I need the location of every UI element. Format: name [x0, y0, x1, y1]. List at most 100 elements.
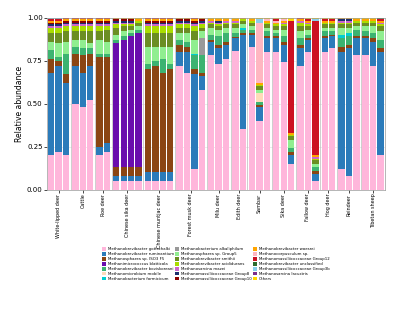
Bar [305, 24, 311, 26]
Bar [145, 19, 151, 21]
Bar [223, 28, 229, 33]
Bar [72, 31, 78, 40]
Bar [160, 26, 166, 33]
Bar [281, 23, 287, 24]
Bar [232, 23, 238, 24]
Bar [346, 22, 352, 24]
Bar [120, 18, 127, 19]
Bar [288, 164, 294, 190]
Bar [87, 19, 94, 21]
Bar [113, 21, 120, 23]
Bar [305, 40, 311, 52]
Bar [288, 21, 294, 133]
Bar [176, 66, 183, 190]
Bar [329, 19, 335, 21]
Bar [273, 33, 280, 36]
Bar [264, 52, 270, 190]
Bar [80, 48, 86, 55]
Bar [56, 18, 62, 19]
Bar [104, 21, 110, 23]
Bar [377, 18, 384, 19]
Bar [281, 62, 287, 190]
Bar [63, 21, 69, 23]
Bar [312, 155, 318, 157]
Bar [216, 64, 222, 190]
Bar [288, 148, 294, 152]
Bar [145, 181, 151, 190]
Bar [353, 26, 360, 30]
Bar [96, 18, 103, 19]
Bar [48, 73, 54, 155]
Bar [184, 21, 190, 23]
Bar [72, 24, 78, 26]
Bar [232, 37, 238, 38]
Bar [312, 159, 318, 160]
Bar [113, 176, 120, 181]
Bar [346, 18, 352, 19]
Bar [176, 52, 183, 66]
Bar [249, 19, 255, 21]
Bar [72, 54, 78, 66]
Bar [191, 74, 198, 169]
Bar [87, 23, 94, 24]
Y-axis label: Relative abundance: Relative abundance [15, 65, 24, 142]
Bar [199, 90, 205, 190]
Bar [305, 30, 311, 35]
Bar [96, 57, 103, 147]
Bar [338, 52, 345, 169]
Bar [56, 24, 62, 26]
Bar [72, 40, 78, 47]
Bar [362, 38, 369, 55]
Bar [223, 24, 229, 28]
Bar [297, 45, 304, 48]
Bar [184, 18, 190, 19]
Bar [232, 28, 238, 33]
Bar [63, 24, 69, 26]
Bar [104, 143, 110, 152]
Bar [80, 31, 86, 40]
Bar [353, 36, 360, 38]
Bar [176, 33, 183, 40]
Bar [199, 55, 205, 73]
Bar [152, 18, 158, 19]
Bar [312, 157, 318, 159]
Bar [208, 28, 214, 35]
Bar [136, 23, 142, 26]
Bar [346, 28, 352, 33]
Bar [167, 181, 174, 190]
Bar [281, 30, 287, 36]
Bar [338, 21, 345, 23]
Bar [216, 48, 222, 64]
Bar [120, 21, 127, 23]
Bar [104, 57, 110, 143]
Bar [104, 152, 110, 190]
Bar [232, 38, 238, 50]
Bar [87, 21, 94, 23]
Bar [184, 73, 190, 190]
Bar [249, 30, 255, 33]
Bar [370, 26, 376, 33]
Bar [256, 93, 263, 102]
Bar [136, 33, 142, 167]
Bar [216, 30, 222, 36]
Bar [232, 50, 238, 190]
Bar [329, 28, 335, 31]
Bar [305, 26, 311, 30]
Bar [216, 21, 222, 23]
Bar [232, 18, 238, 19]
Bar [240, 30, 246, 33]
Bar [63, 74, 69, 83]
Bar [113, 35, 120, 40]
Bar [56, 26, 62, 28]
Bar [184, 23, 190, 24]
Bar [223, 18, 229, 19]
Bar [113, 181, 120, 190]
Bar [128, 19, 134, 21]
Bar [346, 36, 352, 45]
Bar [120, 36, 127, 40]
Bar [145, 18, 151, 19]
Bar [48, 26, 54, 28]
Bar [338, 24, 345, 28]
Bar [48, 33, 54, 42]
Bar [216, 19, 222, 21]
